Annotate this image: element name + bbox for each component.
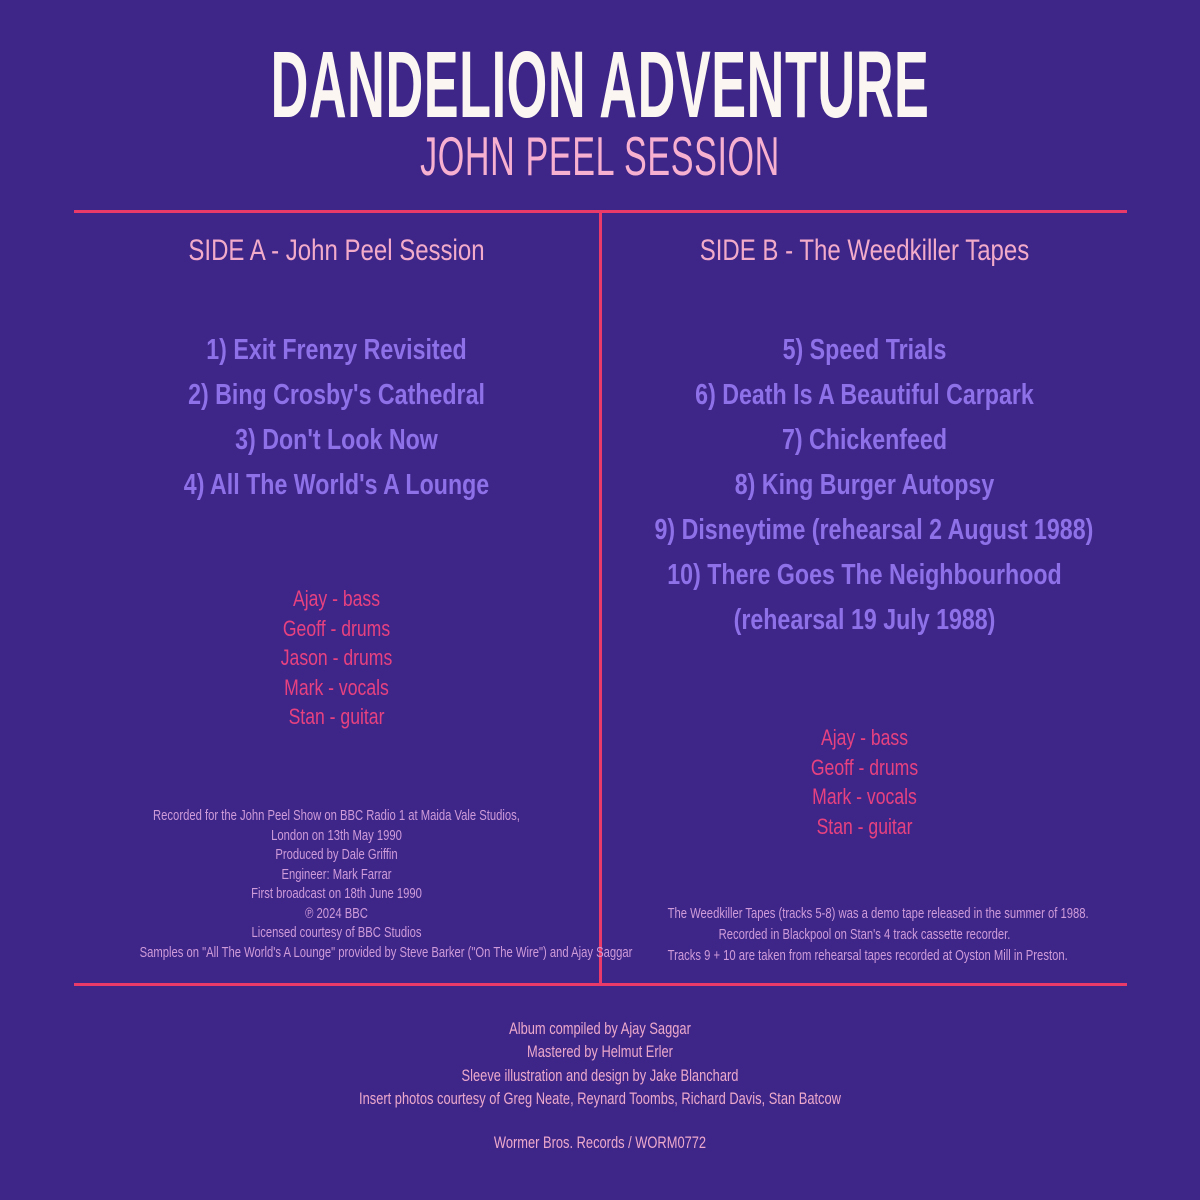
note-line: Tracks 9 + 10 are taken from rehearsal t… [667, 947, 1068, 964]
note-line: Engineer: Mark Farrar [281, 865, 392, 883]
track-title: 8) King Burger Autopsy [734, 469, 995, 501]
note-line: ℗ 2024 BBC [305, 904, 368, 922]
album-subtitle: JOHN PEEL SESSION [420, 125, 780, 187]
note-line: Recorded for the John Peel Show on BBC R… [153, 807, 520, 824]
track-title: 6) Death Is A Beautiful Carpark [695, 379, 1034, 411]
credit-line: Sleeve illustration and design by Jake B… [461, 1066, 739, 1085]
side-b-notes: The Weedkiller Tapes (tracks 5-8) was a … [667, 903, 1089, 966]
footer-credits: Album compiled by Ajay Saggar Mastered by… [132, 1018, 1068, 1112]
note-line: Recorded in Blackpool on Stan's 4 track … [718, 926, 1011, 943]
lineup-credit: Ajay - bass [292, 586, 381, 611]
side-b-lineup: Ajay - bass Geoff - drums Mark - vocals Sta… [655, 723, 1075, 841]
track-title: 10) There Goes The Neighbourhood [667, 559, 1062, 591]
side-a-tracklist: 1) Exit Frenzy Revisited 2) Bing Crosby's… [127, 328, 547, 508]
track-title: 2) Bing Crosby's Cathedral [188, 379, 485, 411]
credit-line: Insert photos courtesy of Greg Neate, Re… [359, 1090, 841, 1109]
side-a-heading: SIDE A - John Peel Session [188, 234, 485, 267]
track-title: 5) Speed Trials [782, 334, 947, 366]
track-title: 3) Don't Look Now [235, 424, 438, 456]
note-line: First broadcast on 18th June 1990 [251, 885, 422, 902]
divider-vertical [599, 210, 602, 986]
side-a-notes: Recorded for the John Peel Show on BBC R… [139, 806, 633, 962]
side-b-panel: SIDE B - The Weedkiller Tapes 5) Speed T… [602, 0, 1127, 1200]
track-title: 1) Exit Frenzy Revisited [206, 334, 467, 366]
track-title: 4) All The World's A Lounge [183, 469, 490, 501]
lineup-credit: Mark - vocals [812, 784, 917, 809]
note-line: Produced by Dale Griffin [275, 846, 398, 863]
credit-line: Mastered by Helmut Erler [527, 1043, 673, 1062]
side-a-lineup: Ajay - bass Geoff - drums Jason - drums Mar… [127, 584, 547, 732]
track-title: 9) Disneytime (rehearsal 2 August 1988) [654, 514, 1094, 546]
record-label-line: Wormer Bros. Records / WORM0772 [493, 1134, 707, 1152]
track-title: (rehearsal 19 July 1988) [733, 604, 996, 636]
side-a-panel: SIDE A - John Peel Session 1) Exit Frenz… [74, 0, 633, 1200]
divider-bottom [74, 983, 1127, 986]
lineup-credit: Mark - vocals [284, 674, 389, 700]
note-line: The Weedkiller Tapes (tracks 5-8) was a … [667, 905, 1089, 922]
side-b-heading: SIDE B - The Weedkiller Tapes [699, 234, 1030, 267]
credit-line: Album compiled by Ajay Saggar [509, 1020, 691, 1038]
lineup-credit: Stan - guitar [288, 704, 385, 729]
side-b-tracklist: 5) Speed Trials 6) Death Is A Beautiful C… [654, 328, 1094, 643]
lineup-credit: Geoff - drums [810, 754, 919, 780]
lineup-credit: Geoff - drums [282, 615, 391, 641]
album-title: DANDELION ADVENTURE [270, 32, 930, 138]
lineup-credit: Ajay - bass [820, 725, 909, 750]
note-line: Samples on "All The World's A Lounge" pr… [139, 943, 633, 961]
note-line: London on 13th May 1990 [271, 826, 402, 844]
track-title: 7) Chickenfeed [781, 424, 948, 456]
note-line: Licensed courtesy of BBC Studios [251, 924, 422, 941]
lineup-credit: Jason - drums [280, 645, 393, 670]
lineup-credit: Stan - guitar [816, 813, 913, 839]
